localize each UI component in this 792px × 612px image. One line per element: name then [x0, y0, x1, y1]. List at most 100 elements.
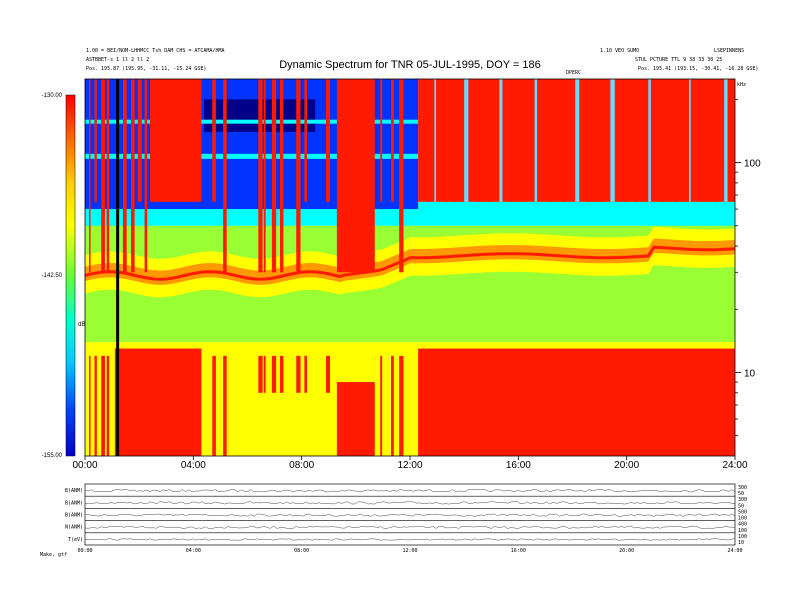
header-right-line1b: LSEPINNENS [714, 48, 744, 54]
heat-streak [599, 79, 603, 202]
heat-streak [212, 79, 216, 202]
colorbar-min-label: -155.00 [42, 453, 63, 459]
heat-streak [623, 79, 628, 202]
lower-row-label: B(ANM) [65, 513, 83, 519]
lower-x-tick-label: 16:00 [511, 548, 526, 554]
heat-streak [137, 355, 142, 456]
heat-yellow-block [228, 392, 335, 456]
heat-plasma-orange [85, 238, 735, 285]
heat-streak [610, 79, 615, 202]
heat-streak [101, 355, 105, 456]
lower-footer-label: Make. gtf [40, 552, 67, 558]
y-tick-label: 100 [744, 159, 761, 170]
lower-x-tick-label: 24:00 [727, 548, 742, 554]
colorbar-mid-label: -142.50 [42, 273, 63, 279]
heat-streak [675, 79, 678, 202]
lower-x-tick-label: 12:00 [402, 548, 417, 554]
lower-panel: B(ANM)30050B(ANM)30050B(ANM)500100N(ANM)… [65, 483, 747, 554]
heat-streak [94, 355, 97, 456]
heat-streak [280, 79, 284, 273]
heat-streak [648, 79, 651, 202]
heat-streak [122, 79, 127, 273]
colorbar [65, 94, 76, 457]
heat-streak [399, 79, 404, 273]
x-tick-label: 16:00 [506, 460, 531, 471]
lower-right-tick: 300 [738, 485, 747, 491]
heat-streak [399, 355, 404, 456]
heat-streak [561, 79, 566, 202]
heat-streak [510, 79, 513, 202]
heat-streak [434, 79, 437, 202]
heat-streak [258, 79, 263, 273]
lower-right-tick: 10 [738, 540, 744, 546]
lower-row-label: T(eV) [68, 537, 83, 543]
heat-streak [223, 79, 227, 273]
heat-streak [634, 79, 639, 202]
heat-marker-line [116, 79, 120, 456]
lower-right-tick: 100 [738, 528, 747, 534]
heat-streak [94, 79, 97, 202]
heat-streak [296, 79, 301, 273]
spectrogram [84, 79, 736, 456]
heat-streak [89, 79, 91, 273]
heat-streak [575, 79, 580, 202]
lower-trace [84, 538, 736, 541]
x-axis: 00:00 04:00 08:00 12:00 16:00 20:00 24:00 [72, 456, 748, 471]
heat-streak [661, 79, 666, 202]
heat-streak [304, 79, 307, 202]
heat-streak [122, 355, 127, 456]
y-axis: 10 100 [735, 98, 761, 437]
lower-row-label: B(ANM) [65, 488, 83, 494]
y-tick-label: 10 [744, 368, 756, 379]
heat-gap-lower-right [418, 348, 735, 456]
heat-streak [548, 79, 552, 202]
heat-streak [106, 355, 110, 456]
heat-streak [326, 79, 331, 202]
header-left-line2: ASTBBET-s 1 ll 2 ll 2 [86, 57, 149, 63]
lower-right-tick: 50 [738, 503, 744, 509]
heat-streak [453, 79, 457, 202]
heat-streak [212, 355, 216, 456]
y-axis-unit-label: kHz [737, 82, 746, 88]
heat-streak [380, 79, 383, 202]
lower-x-tick-label: 04:00 [186, 548, 201, 554]
heat-streak [477, 79, 481, 202]
lower-row-label: N(ANM) [65, 525, 83, 531]
heat-streak [101, 79, 105, 273]
heat-streak [499, 79, 503, 202]
heat-streak [144, 79, 148, 273]
heat-line-mid [85, 153, 419, 159]
header-left-line1: 1.00 = BEI/NOM-LHHMCC Tsh DAM CHS = ATCA… [86, 48, 224, 54]
lower-x-tick-label: 08:00 [294, 548, 309, 554]
x-tick-label: 04:00 [181, 460, 206, 471]
heat-streak [724, 79, 728, 202]
heat-streak [106, 79, 110, 273]
heat-gap-upper-left [150, 79, 202, 202]
x-tick-label: 24:00 [722, 460, 747, 471]
lower-right-tick: 300 [738, 497, 747, 503]
lower-trace [84, 489, 736, 493]
colorbar-unit-label: dB [78, 322, 85, 328]
heat-streak [131, 355, 135, 456]
lower-trace [84, 525, 736, 529]
heat-streak [534, 79, 538, 202]
heat-streak [464, 79, 469, 202]
lower-right-tick: 100 [738, 534, 747, 540]
lower-row-label: B(ANM) [65, 500, 83, 506]
lower-right-tick: 50 [738, 491, 744, 497]
heat-streak [713, 79, 718, 202]
heat-streak [263, 79, 266, 273]
heat-streak [271, 79, 277, 273]
header-right-line2: STUL PCTURE TTL 9 38 33 30 25 [635, 57, 722, 63]
x-tick-label: 00:00 [72, 460, 97, 471]
heat-streak [137, 79, 142, 202]
lower-trace [84, 501, 736, 505]
x-tick-label: 12:00 [397, 460, 422, 471]
x-tick-label: 20:00 [614, 460, 639, 471]
chart-title: Dynamic Spectrum for TNR 05-JUL-1995, DO… [279, 59, 541, 71]
heat-streak [426, 79, 430, 202]
x-tick-label: 08:00 [289, 460, 314, 471]
heat-streak [523, 79, 527, 202]
colorbar-max-label: -130.00 [42, 93, 63, 99]
heat-streak [380, 355, 383, 456]
